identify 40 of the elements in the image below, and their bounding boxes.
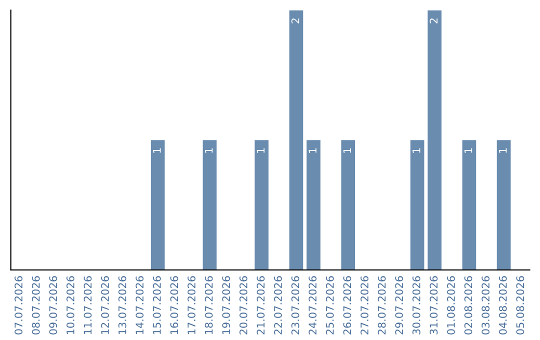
data-label: 1: [343, 148, 351, 153]
x-tick-label: 13.07.2026: [118, 276, 126, 334]
x-tick-label: 10.07.2026: [66, 276, 74, 334]
x-tick-label: 05.08.2026: [516, 276, 524, 334]
x-tick-label: 11.07.2026: [84, 276, 92, 334]
x-tick-label: 01.08.2026: [447, 276, 455, 334]
data-label: 1: [464, 148, 472, 153]
x-tick-label: 21.07.2026: [256, 276, 265, 334]
data-label: 1: [499, 148, 507, 153]
data-label: 1: [308, 148, 316, 153]
x-tick-label: 26.07.2026: [343, 276, 352, 334]
x-tick-label: 02.08.2026: [464, 276, 472, 334]
x-tick-label: 22.07.2026: [274, 276, 282, 334]
x-tick-label: 27.07.2026: [360, 276, 368, 334]
x-tick-label: 07.07.2026: [14, 276, 22, 334]
x-tick-label: 09.07.2026: [49, 276, 58, 334]
data-label: 1: [256, 148, 264, 153]
data-label: 1: [153, 148, 161, 153]
x-tick-label: 31.07.2026: [430, 276, 438, 334]
data-label: 1: [205, 148, 213, 153]
data-label: 1: [412, 148, 420, 153]
data-label: 2: [291, 18, 300, 24]
x-tick-label: 29.07.2026: [395, 276, 404, 334]
x-tick-label: 04.08.2026: [498, 276, 507, 334]
x-tick-label: 20.07.2026: [239, 276, 248, 334]
x-tick-label: 25.07.2026: [326, 276, 334, 334]
x-tick-label: 08.07.2026: [32, 276, 40, 334]
data-label: 2: [430, 18, 438, 24]
x-tick-label: 28.07.2026: [378, 276, 386, 334]
x-tick-label: 15.07.2026: [152, 276, 161, 334]
x-tick-label: 30.07.2026: [412, 276, 420, 334]
x-tick-label: 12.07.2026: [101, 276, 109, 334]
x-tick-label: 14.07.2026: [136, 276, 144, 334]
x-tick-label: 18.07.2026: [204, 276, 213, 334]
x-tick-label: 24.07.2026: [308, 276, 317, 334]
x-tick-label: 23.07.2026: [291, 276, 300, 334]
x-tick-label: 17.07.2026: [188, 276, 196, 334]
x-tick-label: 16.07.2026: [170, 276, 178, 334]
x-tick-label: 19.07.2026: [222, 276, 230, 334]
x-tick-label: 03.08.2026: [482, 276, 490, 334]
